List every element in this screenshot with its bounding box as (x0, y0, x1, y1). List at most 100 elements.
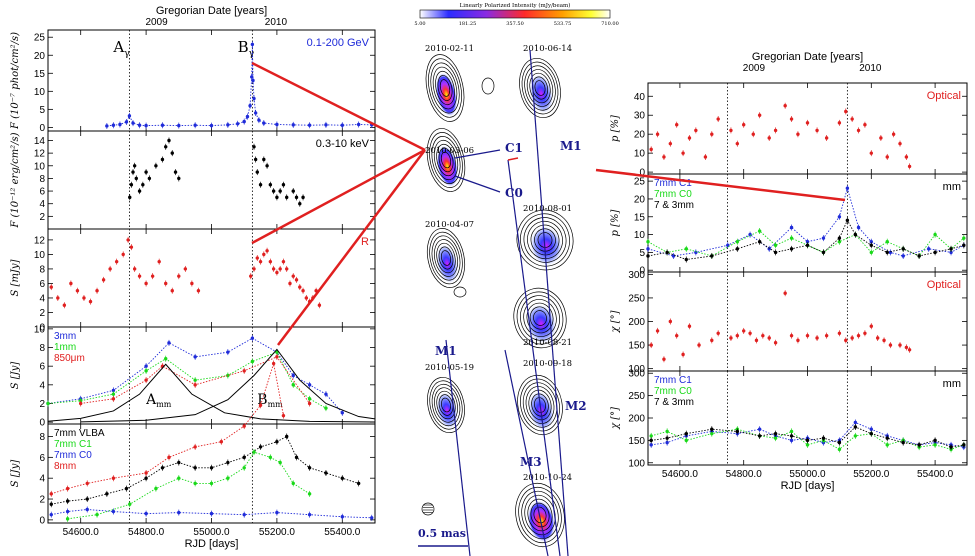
data-point (824, 136, 829, 140)
data-point (262, 157, 266, 162)
contour-map (426, 128, 466, 192)
data-point (298, 202, 302, 206)
data-point (907, 348, 912, 352)
data-point (684, 247, 688, 251)
y-axis-label: p [%] (610, 115, 621, 142)
data-point (173, 170, 178, 174)
data-point (258, 183, 263, 187)
data-point (235, 122, 240, 126)
data-point (291, 123, 295, 127)
contour-line (453, 286, 467, 298)
component-label: C1 (505, 141, 523, 155)
data-point (757, 229, 762, 233)
legend-entry: 7mm C1 (654, 178, 692, 189)
data-point (177, 476, 181, 480)
y-tick-label: 0 (39, 418, 45, 429)
contour-line (517, 374, 563, 436)
contour-line (429, 231, 463, 285)
data-point (144, 170, 148, 174)
data-point (281, 259, 286, 264)
x-tick-label: 54800.0 (726, 469, 763, 480)
contour-line (481, 77, 495, 95)
data-point (340, 411, 344, 415)
epoch-label: 2010-02-11 (425, 44, 474, 54)
x-tick-label: 55000.0 (193, 527, 230, 538)
y-axis-label: F (10⁻⁷ phot/cm²/s) (10, 32, 21, 130)
data-point (275, 122, 279, 127)
data-point (167, 455, 171, 460)
data-point (882, 338, 886, 343)
connector-line (251, 148, 426, 245)
contour-line (516, 291, 564, 345)
data-point (69, 281, 73, 286)
connector-line (595, 168, 846, 202)
data-point (85, 507, 89, 512)
y-tick-label: 150 (628, 436, 645, 447)
data-point (681, 151, 685, 155)
y-axis-label: χ [°] (610, 310, 621, 333)
data-point (288, 281, 292, 286)
data-point (646, 254, 650, 258)
data-point (193, 481, 197, 486)
data-point (108, 267, 112, 271)
contour-line (432, 66, 458, 110)
data-point (294, 455, 299, 460)
data-point (856, 225, 861, 230)
series-line-7 & 3mm (647, 219, 964, 260)
component-pointer-C1 (454, 149, 501, 159)
data-point (62, 303, 67, 307)
data-point (281, 183, 286, 187)
data-point (805, 443, 810, 447)
data-point (789, 247, 794, 251)
data-point (137, 274, 142, 278)
data-point (127, 114, 132, 118)
data-point (917, 443, 921, 447)
data-point (904, 155, 909, 159)
data-point (170, 151, 174, 155)
data-point (962, 236, 966, 240)
data-point (783, 104, 787, 108)
data-point (265, 249, 269, 253)
top-axis-title: Gregorian Date [years] (156, 5, 267, 17)
data-point (646, 240, 650, 244)
data-point (710, 431, 714, 436)
panel-3: 100 150 200 250 300 χ [°] Optical (610, 270, 968, 375)
contour-line (427, 377, 465, 433)
contour-line (438, 147, 454, 173)
data-point (250, 336, 255, 340)
data-point (649, 438, 653, 443)
data-point (209, 481, 214, 486)
contour-line (533, 310, 547, 326)
data-point (789, 434, 794, 438)
data-point (773, 341, 778, 345)
data-point (863, 123, 867, 127)
data-point (193, 383, 197, 387)
data-point (789, 333, 794, 338)
data-point (684, 431, 688, 436)
x-tick-label: 54600.0 (662, 469, 699, 480)
data-point (662, 357, 666, 361)
data-point (268, 259, 273, 264)
data-point (649, 434, 653, 438)
data-point (129, 183, 134, 187)
panel-frame (647, 271, 968, 372)
y-tick-label: 15 (34, 69, 46, 80)
data-point (250, 75, 254, 79)
contour-map (513, 287, 567, 349)
data-point (748, 331, 752, 335)
data-point (850, 336, 854, 340)
y-tick-label: 6 (39, 279, 45, 290)
connector-line (251, 61, 426, 152)
y-tick-label: 6 (39, 362, 45, 373)
data-point (681, 352, 685, 357)
data-point (114, 259, 119, 264)
y-tick-label: 5 (39, 105, 45, 116)
data-point (307, 512, 312, 517)
colorbar-title: Linearly Polarized Intensity (mJy/beam) (460, 2, 571, 9)
data-point (773, 243, 778, 247)
data-point (255, 256, 259, 260)
epoch-label: 2010-04-07 (425, 220, 474, 230)
data-point (845, 218, 850, 223)
contour-line (440, 250, 452, 266)
